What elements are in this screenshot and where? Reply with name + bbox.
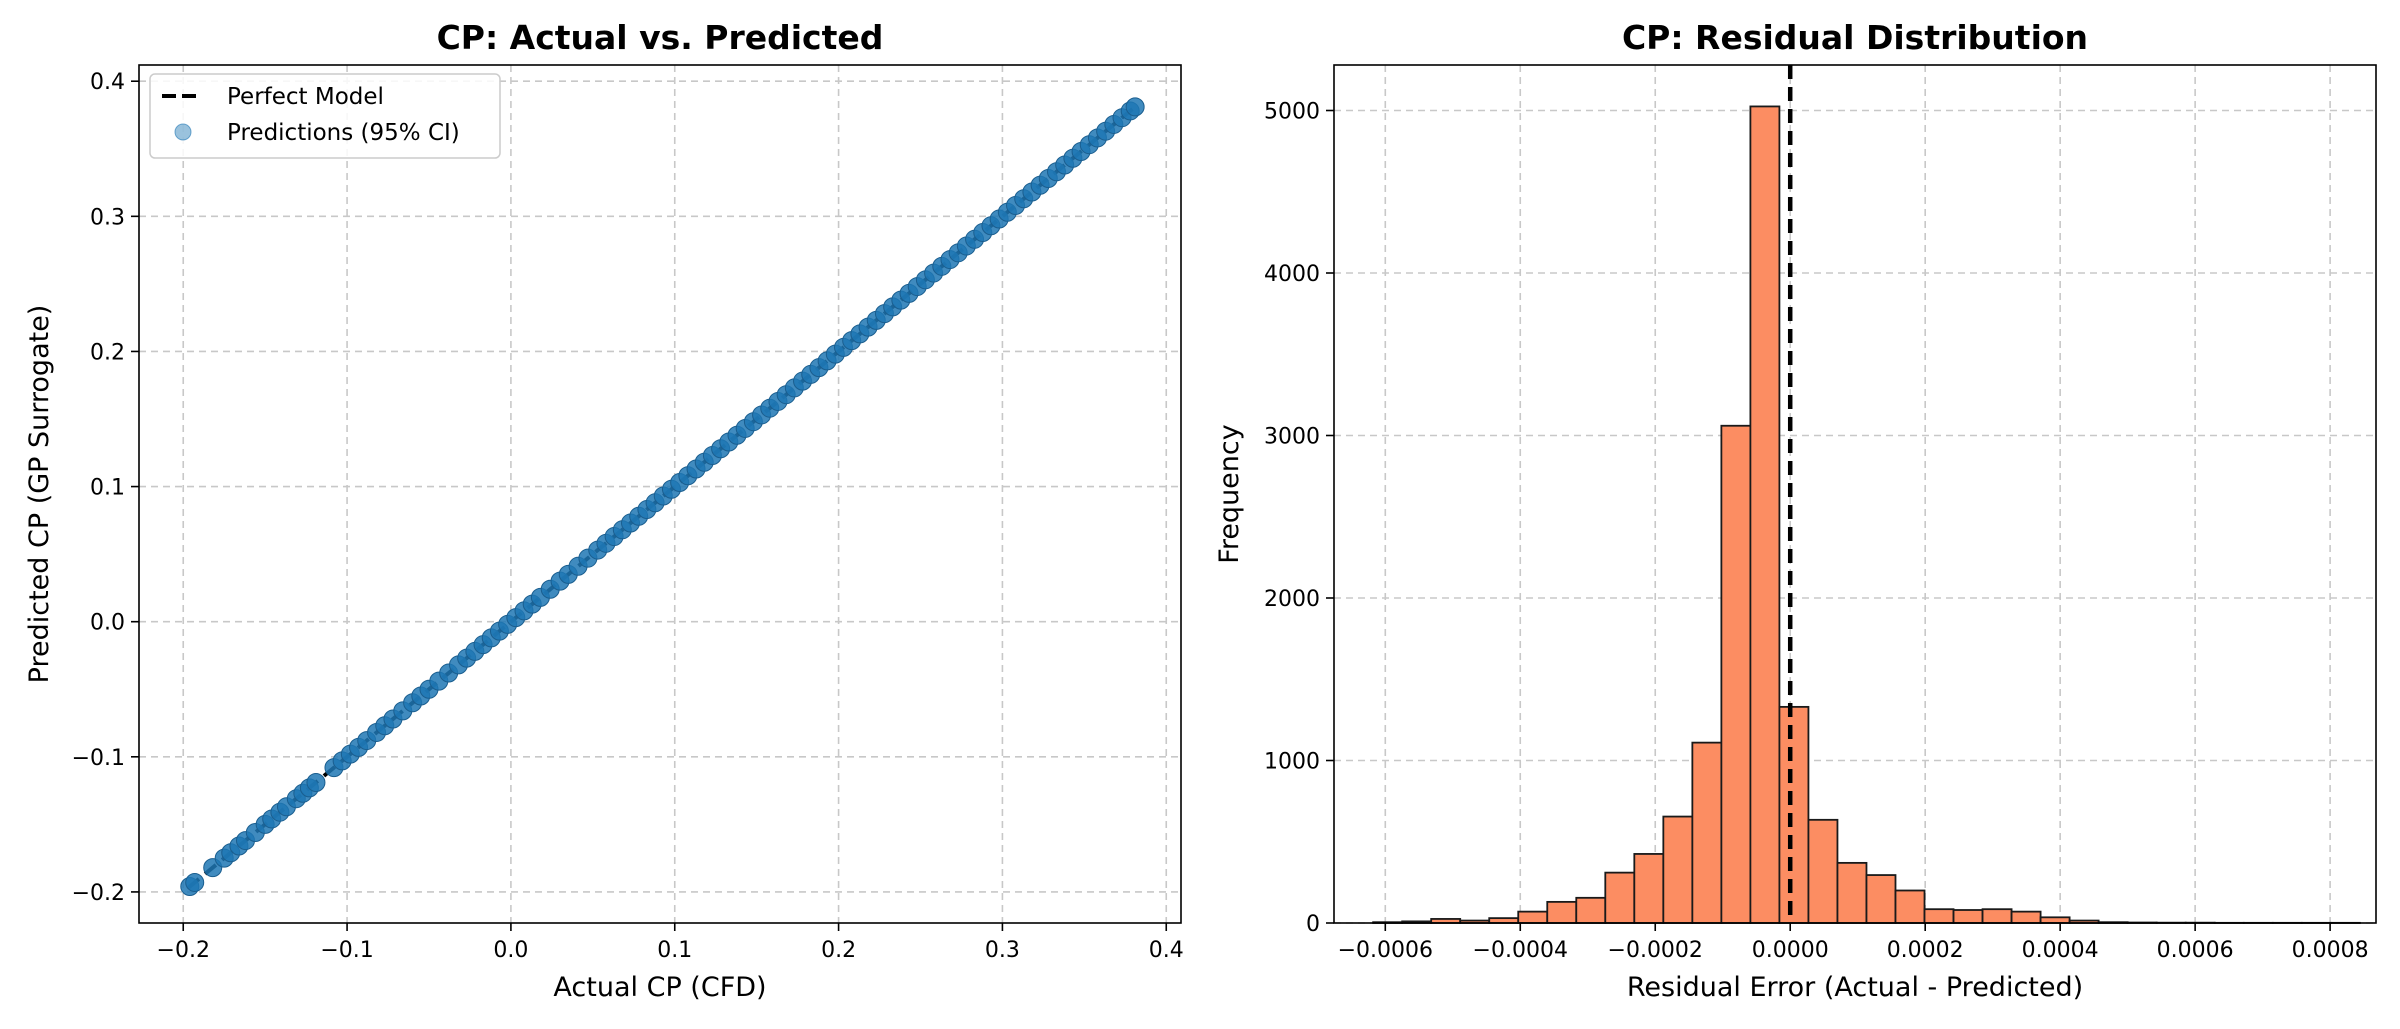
- actual-vs-predicted-panel: CP: Actual vs. Predicted −0.2 −0.1 0.0 0.1 0…: [24, 18, 1184, 1003]
- histogram-bar: [1981, 908, 2013, 924]
- y-tick-label: 0.4: [90, 70, 125, 95]
- histogram-bar: [1807, 818, 1839, 924]
- x-tick-label: −0.2: [157, 938, 210, 963]
- histogram-bars: [1372, 105, 2361, 924]
- x-tick-label: 0.2: [821, 938, 856, 963]
- histogram-bar: [1778, 705, 1810, 924]
- scatter-point: [185, 872, 205, 892]
- x-tick-label: −0.0006: [1338, 938, 1433, 963]
- histogram-bar: [2010, 910, 2042, 924]
- y-tick-label: −0.2: [72, 881, 125, 906]
- y-tick-label: 4000: [1264, 262, 1320, 287]
- histogram-y-ticks: 0 1000 2000 3000 4000 5000: [1264, 100, 1334, 937]
- histogram-plot-frame: [1333, 64, 2377, 924]
- histogram-bar: [1836, 861, 1868, 924]
- histogram-gridlines: [1334, 65, 2376, 924]
- x-tick-label: 0.1: [657, 938, 692, 963]
- scatter-plot-frame: [138, 64, 1182, 924]
- histogram-bar: [1720, 424, 1752, 924]
- y-tick-label: 2000: [1264, 587, 1320, 612]
- x-tick-label: 0.0006: [2157, 938, 2234, 963]
- x-tick-label: 0.0000: [1752, 938, 1829, 963]
- scatter-points: [180, 97, 1145, 897]
- legend-predictions-label: Predictions (95% CI): [227, 120, 460, 146]
- x-tick-label: 0.0004: [2022, 938, 2099, 963]
- y-tick-label: 5000: [1264, 100, 1320, 125]
- histogram-bar: [1749, 105, 1781, 924]
- histogram-y-axis-label: Frequency: [1214, 424, 1245, 564]
- y-tick-label: 1000: [1264, 750, 1320, 775]
- histogram-x-axis-label: Residual Error (Actual - Predicted): [1627, 972, 2083, 1003]
- residual-distribution-panel: CP: Residual Distribution −0.0006 −0.0004…: [1214, 18, 2377, 1003]
- scatter-y-axis-label: Predicted CP (GP Surrogate): [24, 305, 55, 684]
- histogram-bar: [2039, 916, 2071, 924]
- y-tick-label: 3000: [1264, 425, 1320, 450]
- scatter-point: [1125, 97, 1145, 117]
- histogram-bar: [1633, 853, 1665, 924]
- histogram-bar: [1546, 900, 1578, 924]
- x-tick-label: 0.0002: [1887, 938, 1964, 963]
- scatter-x-axis-label: Actual CP (CFD): [553, 972, 766, 1003]
- histogram-bar: [1691, 741, 1723, 924]
- x-tick-label: −0.0004: [1473, 938, 1568, 963]
- x-tick-label: 0.4: [1149, 938, 1184, 963]
- legend-box: [149, 73, 501, 159]
- histogram-bar: [1662, 815, 1694, 924]
- histogram-bar: [1865, 874, 1897, 924]
- histogram-bar: [1604, 871, 1636, 924]
- legend-perfect-model-label: Perfect Model: [227, 84, 384, 110]
- y-tick-label: −0.1: [72, 746, 125, 771]
- x-tick-label: 0.0008: [2292, 938, 2369, 963]
- histogram-bar: [1952, 909, 1984, 924]
- y-tick-label: 0.1: [90, 476, 125, 501]
- x-tick-label: −0.0002: [1608, 938, 1703, 963]
- histogram-bar: [1923, 908, 1955, 924]
- scatter-point: [306, 772, 326, 792]
- legend-predictions-swatch: [174, 123, 192, 141]
- x-tick-label: 0.0: [493, 938, 528, 963]
- legend: Perfect Model Predictions (95% CI): [149, 73, 501, 159]
- histogram-bar: [1575, 896, 1607, 924]
- chart-title-actual-vs-predicted: CP: Actual vs. Predicted: [437, 18, 884, 57]
- y-tick-label: 0.2: [90, 340, 125, 365]
- scatter-y-ticks: −0.2 −0.1 0.0 0.1 0.2 0.3 0.4: [72, 70, 139, 906]
- y-tick-label: 0.3: [90, 205, 125, 230]
- y-tick-label: 0.0: [90, 611, 125, 636]
- y-tick-label: 0: [1306, 912, 1320, 937]
- scatter-x-ticks: −0.2 −0.1 0.0 0.1 0.2 0.3 0.4: [157, 923, 1184, 963]
- x-tick-label: 0.3: [985, 938, 1020, 963]
- x-tick-label: −0.1: [320, 938, 373, 963]
- histogram-bar: [1894, 889, 1926, 924]
- histogram-bar: [1517, 910, 1549, 924]
- histogram-x-ticks: −0.0006 −0.0004 −0.0002 0.0000 0.0002 0.0004 0…: [1338, 923, 2369, 963]
- chart-title-residual-distribution: CP: Residual Distribution: [1622, 18, 2088, 57]
